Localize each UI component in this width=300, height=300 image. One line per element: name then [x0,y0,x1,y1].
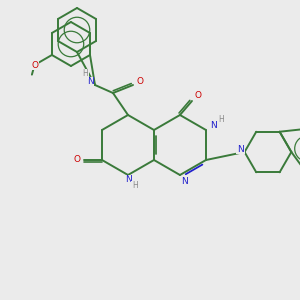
Text: H: H [218,116,224,124]
Text: H: H [82,70,88,79]
Text: H: H [132,182,138,190]
Text: N: N [124,176,131,184]
Text: O: O [74,155,80,164]
Text: O: O [194,91,202,100]
Text: N: N [237,145,244,154]
Text: O: O [31,61,38,70]
Text: O: O [136,76,143,85]
Text: N: N [87,77,93,86]
Text: N: N [211,122,217,130]
Text: N: N [182,176,188,185]
